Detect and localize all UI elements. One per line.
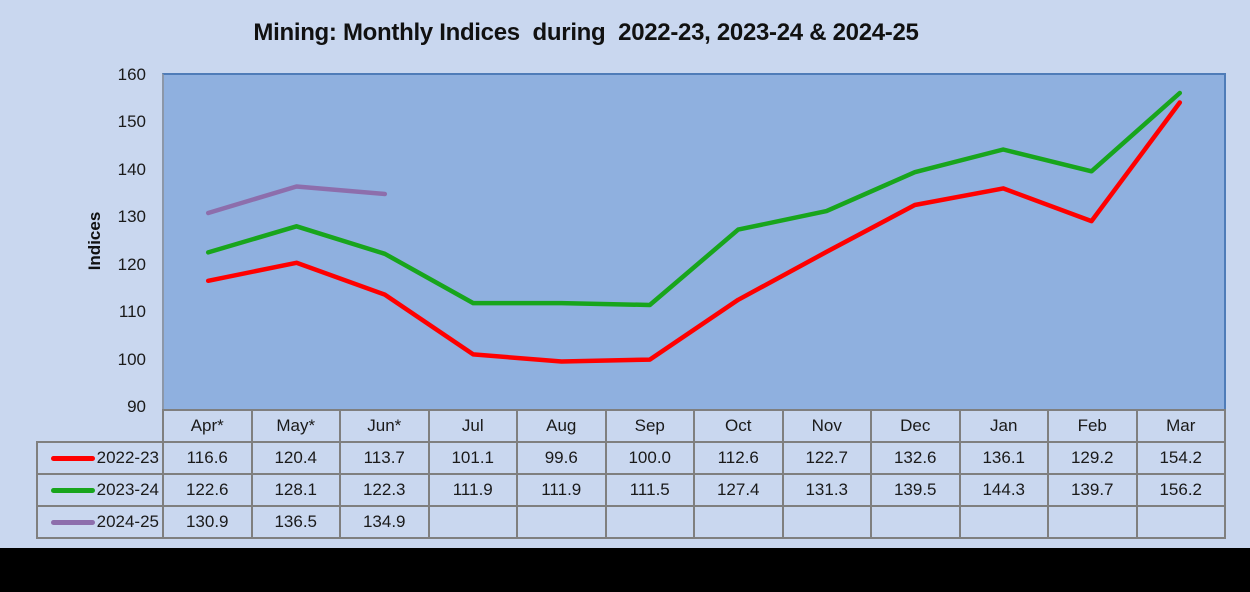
month-header: Apr* <box>162 409 253 443</box>
table-cell <box>781 505 872 539</box>
table-cell: 113.7 <box>339 441 430 475</box>
table-row: 2024-25 130.9 136.5 134.9 <box>36 505 1226 539</box>
table-cell: 136.1 <box>958 441 1049 475</box>
table-cell: 129.2 <box>1047 441 1138 475</box>
table-cell: 127.4 <box>693 473 784 507</box>
legend-line-swatch <box>50 455 95 461</box>
table-cell <box>958 505 1049 539</box>
plot-area <box>162 73 1226 409</box>
month-header: Sep <box>604 409 695 443</box>
table-cell: 132.6 <box>870 441 961 475</box>
table-cell <box>870 505 961 539</box>
legend-label: 2023-24 <box>96 480 159 499</box>
y-axis-tick: 110 <box>118 302 146 321</box>
y-axis-tick: 140 <box>117 160 146 179</box>
legend-cell: 2024-25 <box>36 505 164 539</box>
legend-label: 2024-25 <box>96 512 159 531</box>
month-header: Aug <box>516 409 607 443</box>
month-header: Jul <box>427 409 518 443</box>
y-axis-tick: 160 <box>117 65 146 84</box>
table-cell: 130.9 <box>162 505 253 539</box>
y-axis-tick: 100 <box>117 350 146 369</box>
line-chart-svg <box>205 90 1183 364</box>
month-header: May* <box>250 409 341 443</box>
chart-title: Mining: Monthly Indices during 2022-23, … <box>253 19 919 46</box>
bottom-black-bar <box>0 548 1250 592</box>
table-cell: 100.0 <box>604 441 695 475</box>
month-header: Jan <box>958 409 1049 443</box>
table-cell: 128.1 <box>250 473 341 507</box>
table-cell: 136.5 <box>250 505 341 539</box>
legend-line-swatch <box>50 519 95 525</box>
table-cell: 134.9 <box>339 505 430 539</box>
table-cell: 120.4 <box>250 441 341 475</box>
table-cell: 154.2 <box>1135 441 1226 475</box>
table-cell: 156.2 <box>1135 473 1226 507</box>
table-cell: 116.6 <box>162 441 253 475</box>
table-cell <box>516 505 607 539</box>
table-cell: 111.9 <box>427 473 518 507</box>
series-line-2024-25 <box>205 184 388 216</box>
table-cell: 122.3 <box>339 473 430 507</box>
table-cell: 101.1 <box>427 441 518 475</box>
table-cell: 144.3 <box>958 473 1049 507</box>
month-header: Oct <box>693 409 784 443</box>
table-cell: 99.6 <box>516 441 607 475</box>
table-cell: 122.6 <box>162 473 253 507</box>
table-cell <box>693 505 784 539</box>
table-cell: 111.5 <box>604 473 695 507</box>
data-table: Apr* May* Jun* Jul Aug Sep Oct Nov Dec J… <box>36 409 1226 539</box>
month-header: Nov <box>781 409 872 443</box>
table-cell: 112.6 <box>693 441 784 475</box>
y-axis-tick: 130 <box>117 207 146 226</box>
month-header-row: Apr* May* Jun* Jul Aug Sep Oct Nov Dec J… <box>37 409 1226 443</box>
table-cell: 139.7 <box>1047 473 1138 507</box>
table-cell <box>1135 505 1226 539</box>
table-cell <box>1047 505 1138 539</box>
legend-label: 2022-23 <box>96 448 159 467</box>
table-row: 2023-24 122.6 128.1 122.3 111.9 111.9 11… <box>36 473 1226 507</box>
table-cell: 122.7 <box>781 441 872 475</box>
month-header: Mar <box>1135 409 1226 443</box>
month-header: Feb <box>1047 409 1138 443</box>
table-cell: 111.9 <box>516 473 607 507</box>
y-axis-tick: 120 <box>117 255 146 274</box>
series-line-2023-24 <box>205 90 1183 308</box>
table-corner-cell <box>37 410 164 443</box>
legend-cell: 2022-23 <box>36 441 164 475</box>
table-row: 2022-23 116.6 120.4 113.7 101.1 99.6 100… <box>36 441 1226 475</box>
table-cell <box>604 505 695 539</box>
legend-line-swatch <box>50 487 95 493</box>
legend-cell: 2023-24 <box>36 473 164 507</box>
table-cell: 139.5 <box>870 473 961 507</box>
month-header: Jun* <box>339 409 430 443</box>
series-line-2022-23 <box>205 100 1183 364</box>
y-axis-tick: 150 <box>117 112 146 131</box>
table-cell <box>427 505 518 539</box>
month-header: Dec <box>870 409 961 443</box>
table-cell: 131.3 <box>781 473 872 507</box>
